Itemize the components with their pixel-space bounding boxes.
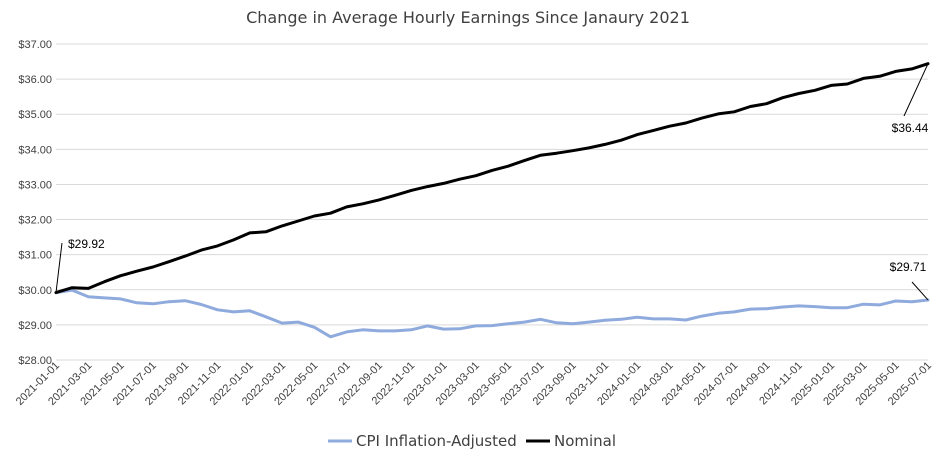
series-line-cpi-adjusted — [54, 288, 930, 339]
y-tick-label: $30.00 — [18, 285, 52, 297]
annotation-leader — [55, 242, 63, 293]
legend-label-cpi: CPI Inflation-Adjusted — [356, 432, 517, 450]
gridlines — [56, 43, 928, 361]
y-tick-label: $31.00 — [18, 250, 52, 262]
y-tick-label: $36.00 — [18, 74, 52, 86]
y-tick-label: $32.00 — [18, 215, 52, 227]
x-axis-ticks: 2021-01-012021-03-012021-05-012021-07-01… — [14, 360, 934, 408]
chart-title: Change in Average Hourly Earnings Since … — [246, 8, 690, 27]
y-tick-label: $37.00 — [18, 39, 52, 51]
series-lines — [54, 62, 930, 339]
y-axis-ticks: $28.00 $29.00 $30.00 $31.00 $32.00 $33.00 $34.… — [18, 39, 52, 367]
y-tick-label: $28.00 — [18, 355, 52, 367]
data-label: $29.71 — [890, 260, 927, 274]
legend-label-nominal: Nominal — [554, 432, 616, 450]
y-tick-label: $33.00 — [18, 179, 52, 191]
y-tick-label: $35.00 — [18, 109, 52, 121]
y-tick-label: $29.00 — [18, 320, 52, 332]
legend: CPI Inflation-Adjusted Nominal — [328, 432, 616, 450]
annotation-leader — [911, 281, 929, 301]
data-label: $29.92 — [68, 237, 105, 251]
annotation-leader — [903, 63, 929, 117]
data-label: $36.44 — [892, 121, 929, 135]
annotations: $29.92 $36.44 $29.71 — [55, 63, 929, 301]
series-line-nominal — [54, 62, 930, 295]
y-tick-label: $34.00 — [18, 144, 52, 156]
